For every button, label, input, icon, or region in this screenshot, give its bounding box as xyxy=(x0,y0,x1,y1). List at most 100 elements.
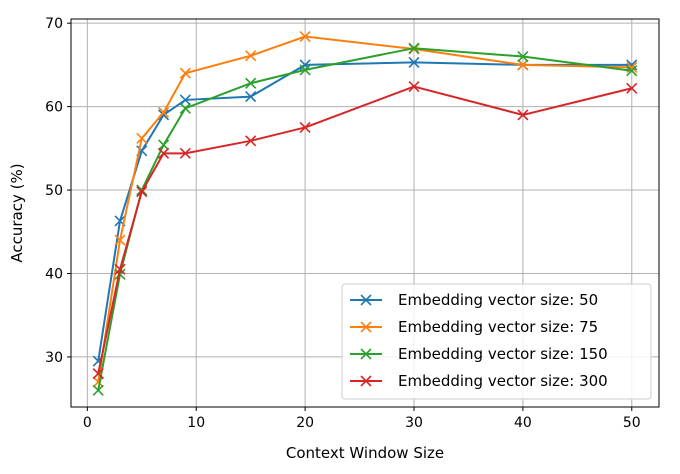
data-point xyxy=(299,64,311,76)
data-point xyxy=(299,121,311,134)
data-point xyxy=(179,102,191,114)
marker-stroke xyxy=(360,294,372,306)
marker-stroke xyxy=(626,65,638,77)
y-tick-label: 60 xyxy=(45,100,63,116)
marker-stroke xyxy=(517,59,529,71)
marker-stroke xyxy=(299,64,311,76)
series-line xyxy=(97,85,633,374)
legend-item: Embedding vector size: 75 xyxy=(350,318,598,336)
data-point xyxy=(245,50,257,62)
data-point xyxy=(92,368,104,380)
marker-stroke xyxy=(92,376,104,388)
plot-frame xyxy=(70,18,660,408)
legend-marker xyxy=(360,348,372,360)
data-point xyxy=(179,67,191,79)
marker-stroke xyxy=(136,186,148,198)
data-point xyxy=(114,268,126,280)
marker-stroke xyxy=(157,109,170,121)
legend-label: Embedding vector size: 300 xyxy=(398,372,608,390)
marker-stroke xyxy=(136,132,148,144)
legend-item: Embedding vector size: 150 xyxy=(350,345,608,363)
data-point xyxy=(114,263,126,275)
data-point xyxy=(517,50,529,63)
marker-stroke xyxy=(179,67,191,79)
y-tick-label: 30 xyxy=(45,350,63,366)
data-point xyxy=(245,91,257,103)
legend-marker xyxy=(360,294,372,306)
series-2 xyxy=(92,30,638,388)
marker-stroke xyxy=(179,102,191,114)
data-point xyxy=(92,376,104,388)
axis-ticks: 0 10 20 30 40 50 30 40 50 60 70 xyxy=(45,16,641,431)
marker-stroke xyxy=(114,268,126,280)
marker-stroke xyxy=(517,109,529,121)
legend-box xyxy=(341,283,652,400)
data-point xyxy=(92,384,104,396)
data-point xyxy=(179,147,191,159)
y-tick-label: 40 xyxy=(45,266,63,282)
x-tick-label: 40 xyxy=(514,415,532,431)
marker-stroke xyxy=(179,94,191,106)
marker-stroke xyxy=(114,234,126,246)
x-tick-label: 10 xyxy=(187,415,205,431)
data-point xyxy=(136,186,148,198)
x-tick-label: 50 xyxy=(623,415,641,431)
y-tick-label: 50 xyxy=(45,183,63,199)
data-point xyxy=(157,109,170,121)
marker-stroke xyxy=(408,42,420,54)
marker-stroke xyxy=(157,147,170,159)
data-point xyxy=(626,65,638,77)
marker-stroke xyxy=(157,106,170,119)
marker-stroke xyxy=(245,77,257,89)
marker-stroke xyxy=(626,82,638,94)
data-point xyxy=(245,77,257,89)
legend-label: Embedding vector size: 75 xyxy=(398,318,598,336)
marker-stroke xyxy=(408,56,420,68)
marker-stroke xyxy=(408,81,420,93)
marker-stroke xyxy=(299,59,311,71)
series-line xyxy=(97,35,632,383)
series-layer xyxy=(92,30,638,396)
data-point xyxy=(157,147,170,159)
y-tick-label: 70 xyxy=(45,16,63,32)
data-point xyxy=(157,106,170,119)
x-axis-title: Context Window Size xyxy=(286,444,444,462)
legend-label: Embedding vector size: 50 xyxy=(398,291,598,309)
marker-stroke xyxy=(157,139,170,151)
x-tick-label: 20 xyxy=(296,415,314,431)
legend: Embedding vector size: 50 Embedding vecto… xyxy=(341,283,652,400)
marker-stroke xyxy=(360,348,372,360)
data-point xyxy=(157,139,170,151)
x-tick-label: 30 xyxy=(405,415,423,431)
data-point xyxy=(626,82,638,94)
marker-stroke xyxy=(360,321,372,333)
y-axis-title: Accuracy (%) xyxy=(8,163,26,262)
marker-stroke xyxy=(245,50,257,62)
marker-stroke xyxy=(179,147,191,159)
marker-stroke xyxy=(114,263,126,275)
data-point xyxy=(245,135,257,147)
data-point xyxy=(517,59,529,71)
legend-marker xyxy=(360,375,372,387)
x-tick-label: 0 xyxy=(83,415,92,431)
data-point xyxy=(408,56,420,68)
marker-stroke xyxy=(517,50,529,63)
legend-marker xyxy=(360,321,372,333)
data-point xyxy=(408,42,420,54)
marker-stroke xyxy=(360,375,372,387)
marker-stroke xyxy=(245,135,257,147)
data-point xyxy=(408,81,420,93)
legend-item: Embedding vector size: 50 xyxy=(350,291,598,309)
data-point xyxy=(299,30,311,43)
marker-stroke xyxy=(299,121,311,134)
data-point xyxy=(114,234,126,246)
legend-label: Embedding vector size: 150 xyxy=(398,345,608,363)
data-point xyxy=(136,132,148,144)
marker-stroke xyxy=(245,91,257,103)
marker-stroke xyxy=(299,30,311,43)
series-4 xyxy=(92,81,638,380)
data-point xyxy=(179,94,191,106)
data-point xyxy=(517,109,529,121)
marker-stroke xyxy=(92,368,104,380)
